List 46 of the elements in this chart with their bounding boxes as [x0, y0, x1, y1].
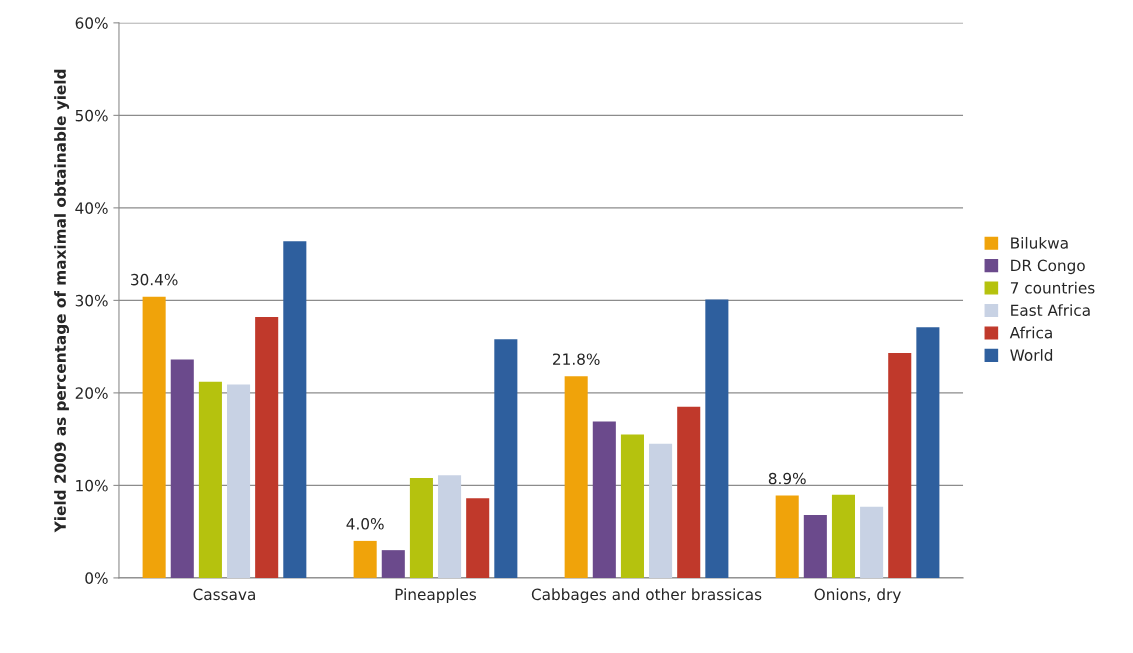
bar	[649, 443, 673, 578]
y-tick-label: 50%	[75, 109, 108, 122]
data-label: 8.9%	[768, 472, 806, 485]
legend-label: East Africa	[1011, 304, 1090, 317]
bar	[283, 241, 307, 578]
y-tick-label: 40%	[75, 202, 108, 214]
x-tick-label: Cassava	[193, 588, 255, 601]
y-tick-label: 30%	[75, 294, 108, 307]
y-axis-title: Yield 2009 as percentage of maximal obtainable yield	[54, 69, 70, 533]
bar	[227, 384, 251, 578]
bar	[466, 498, 490, 578]
legend-label: 7 countries	[1010, 281, 1095, 294]
bar	[564, 376, 588, 578]
bar	[705, 299, 729, 578]
bar	[860, 506, 884, 578]
y-tick-label: 10%	[76, 479, 108, 492]
bar	[409, 478, 433, 578]
legend-label: Africa	[1009, 326, 1052, 339]
bar	[620, 434, 644, 578]
bar	[381, 550, 405, 578]
bar	[494, 339, 518, 578]
legend-label: Bilukwa	[1011, 236, 1068, 249]
bar	[677, 406, 701, 578]
bar	[831, 494, 856, 578]
bar	[353, 540, 377, 578]
y-tick-label: 60%	[75, 17, 108, 29]
bar	[142, 296, 166, 578]
bar	[916, 327, 940, 578]
bar	[775, 495, 799, 578]
bar	[255, 317, 279, 578]
bar	[170, 359, 194, 578]
bar	[888, 353, 912, 578]
bar	[592, 421, 616, 578]
legend-label: DR Congo	[1011, 259, 1085, 275]
x-tick-label: Cabbages and other brassicas	[531, 588, 762, 604]
legend-label: World	[1010, 349, 1053, 361]
data-label: 30.4%	[131, 273, 178, 286]
data-label: 21.8%	[553, 353, 600, 365]
bar	[198, 381, 222, 578]
bar	[803, 515, 827, 578]
y-tick-label: 0%	[85, 572, 108, 584]
y-tick-label: 20%	[75, 387, 108, 399]
data-label: 4.0%	[346, 518, 384, 530]
x-tick-label: Onions, dry	[814, 588, 901, 604]
x-tick-label: Pineapples	[395, 588, 477, 604]
bar	[438, 475, 462, 578]
